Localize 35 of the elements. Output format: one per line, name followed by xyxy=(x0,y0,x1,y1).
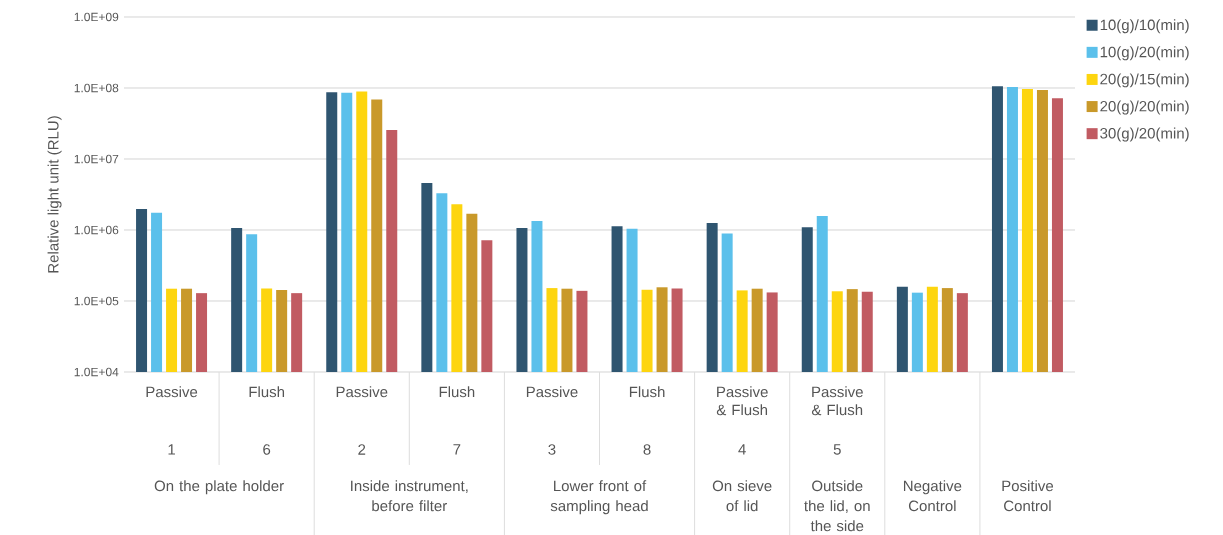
legend-label: 30(g)/20(min) xyxy=(1100,127,1189,142)
y-tick-label: 1.0E+07 xyxy=(74,154,119,164)
text: 5 xyxy=(833,444,841,455)
text: On the plate holder xyxy=(154,480,284,495)
y-tick-label: 1.0E+08 xyxy=(74,83,119,93)
text: Inside instrument, before filter xyxy=(351,480,468,512)
text: 8 xyxy=(643,444,651,455)
legend-label: 10(g)/10(min) xyxy=(1100,19,1189,34)
y-tick-label: 1.0E+09 xyxy=(74,12,119,22)
text: Positive Control xyxy=(1002,480,1054,512)
y-tick-label: 1.0E+06 xyxy=(74,225,119,235)
text: On sieve of lid xyxy=(712,480,772,512)
legend-label: 20(g)/20(min) xyxy=(1100,100,1189,115)
text: 3 xyxy=(548,444,556,455)
text: 6 xyxy=(263,444,271,455)
x-tick-label: Passive & Flush xyxy=(811,386,863,416)
x-tick-label: Passive xyxy=(146,386,198,398)
text: Negative Control xyxy=(903,480,962,512)
x-tick-label: Flush xyxy=(249,386,285,398)
text: 4 xyxy=(738,444,746,455)
text: Outside the lid, on the side xyxy=(804,480,870,532)
y-axis-title: Relative light unit (RLU) xyxy=(47,116,62,273)
legend-label: 20(g)/15(min) xyxy=(1100,73,1189,88)
x-tick-label: Flush xyxy=(629,386,665,398)
y-tick-label: 1.0E+05 xyxy=(74,296,119,306)
x-tick-label: Passive xyxy=(526,386,578,398)
text: 7 xyxy=(453,444,461,455)
text: 2 xyxy=(358,444,366,455)
x-tick-label: Passive xyxy=(336,386,388,398)
x-tick-label: Passive & Flush xyxy=(716,386,768,416)
y-tick-label: 1.0E+04 xyxy=(74,367,119,377)
text: 1 xyxy=(168,444,175,455)
x-tick-label: Flush xyxy=(439,386,475,398)
text: Lower front of sampling head xyxy=(550,480,648,515)
legend-label: 10(g)/20(min) xyxy=(1100,46,1189,61)
